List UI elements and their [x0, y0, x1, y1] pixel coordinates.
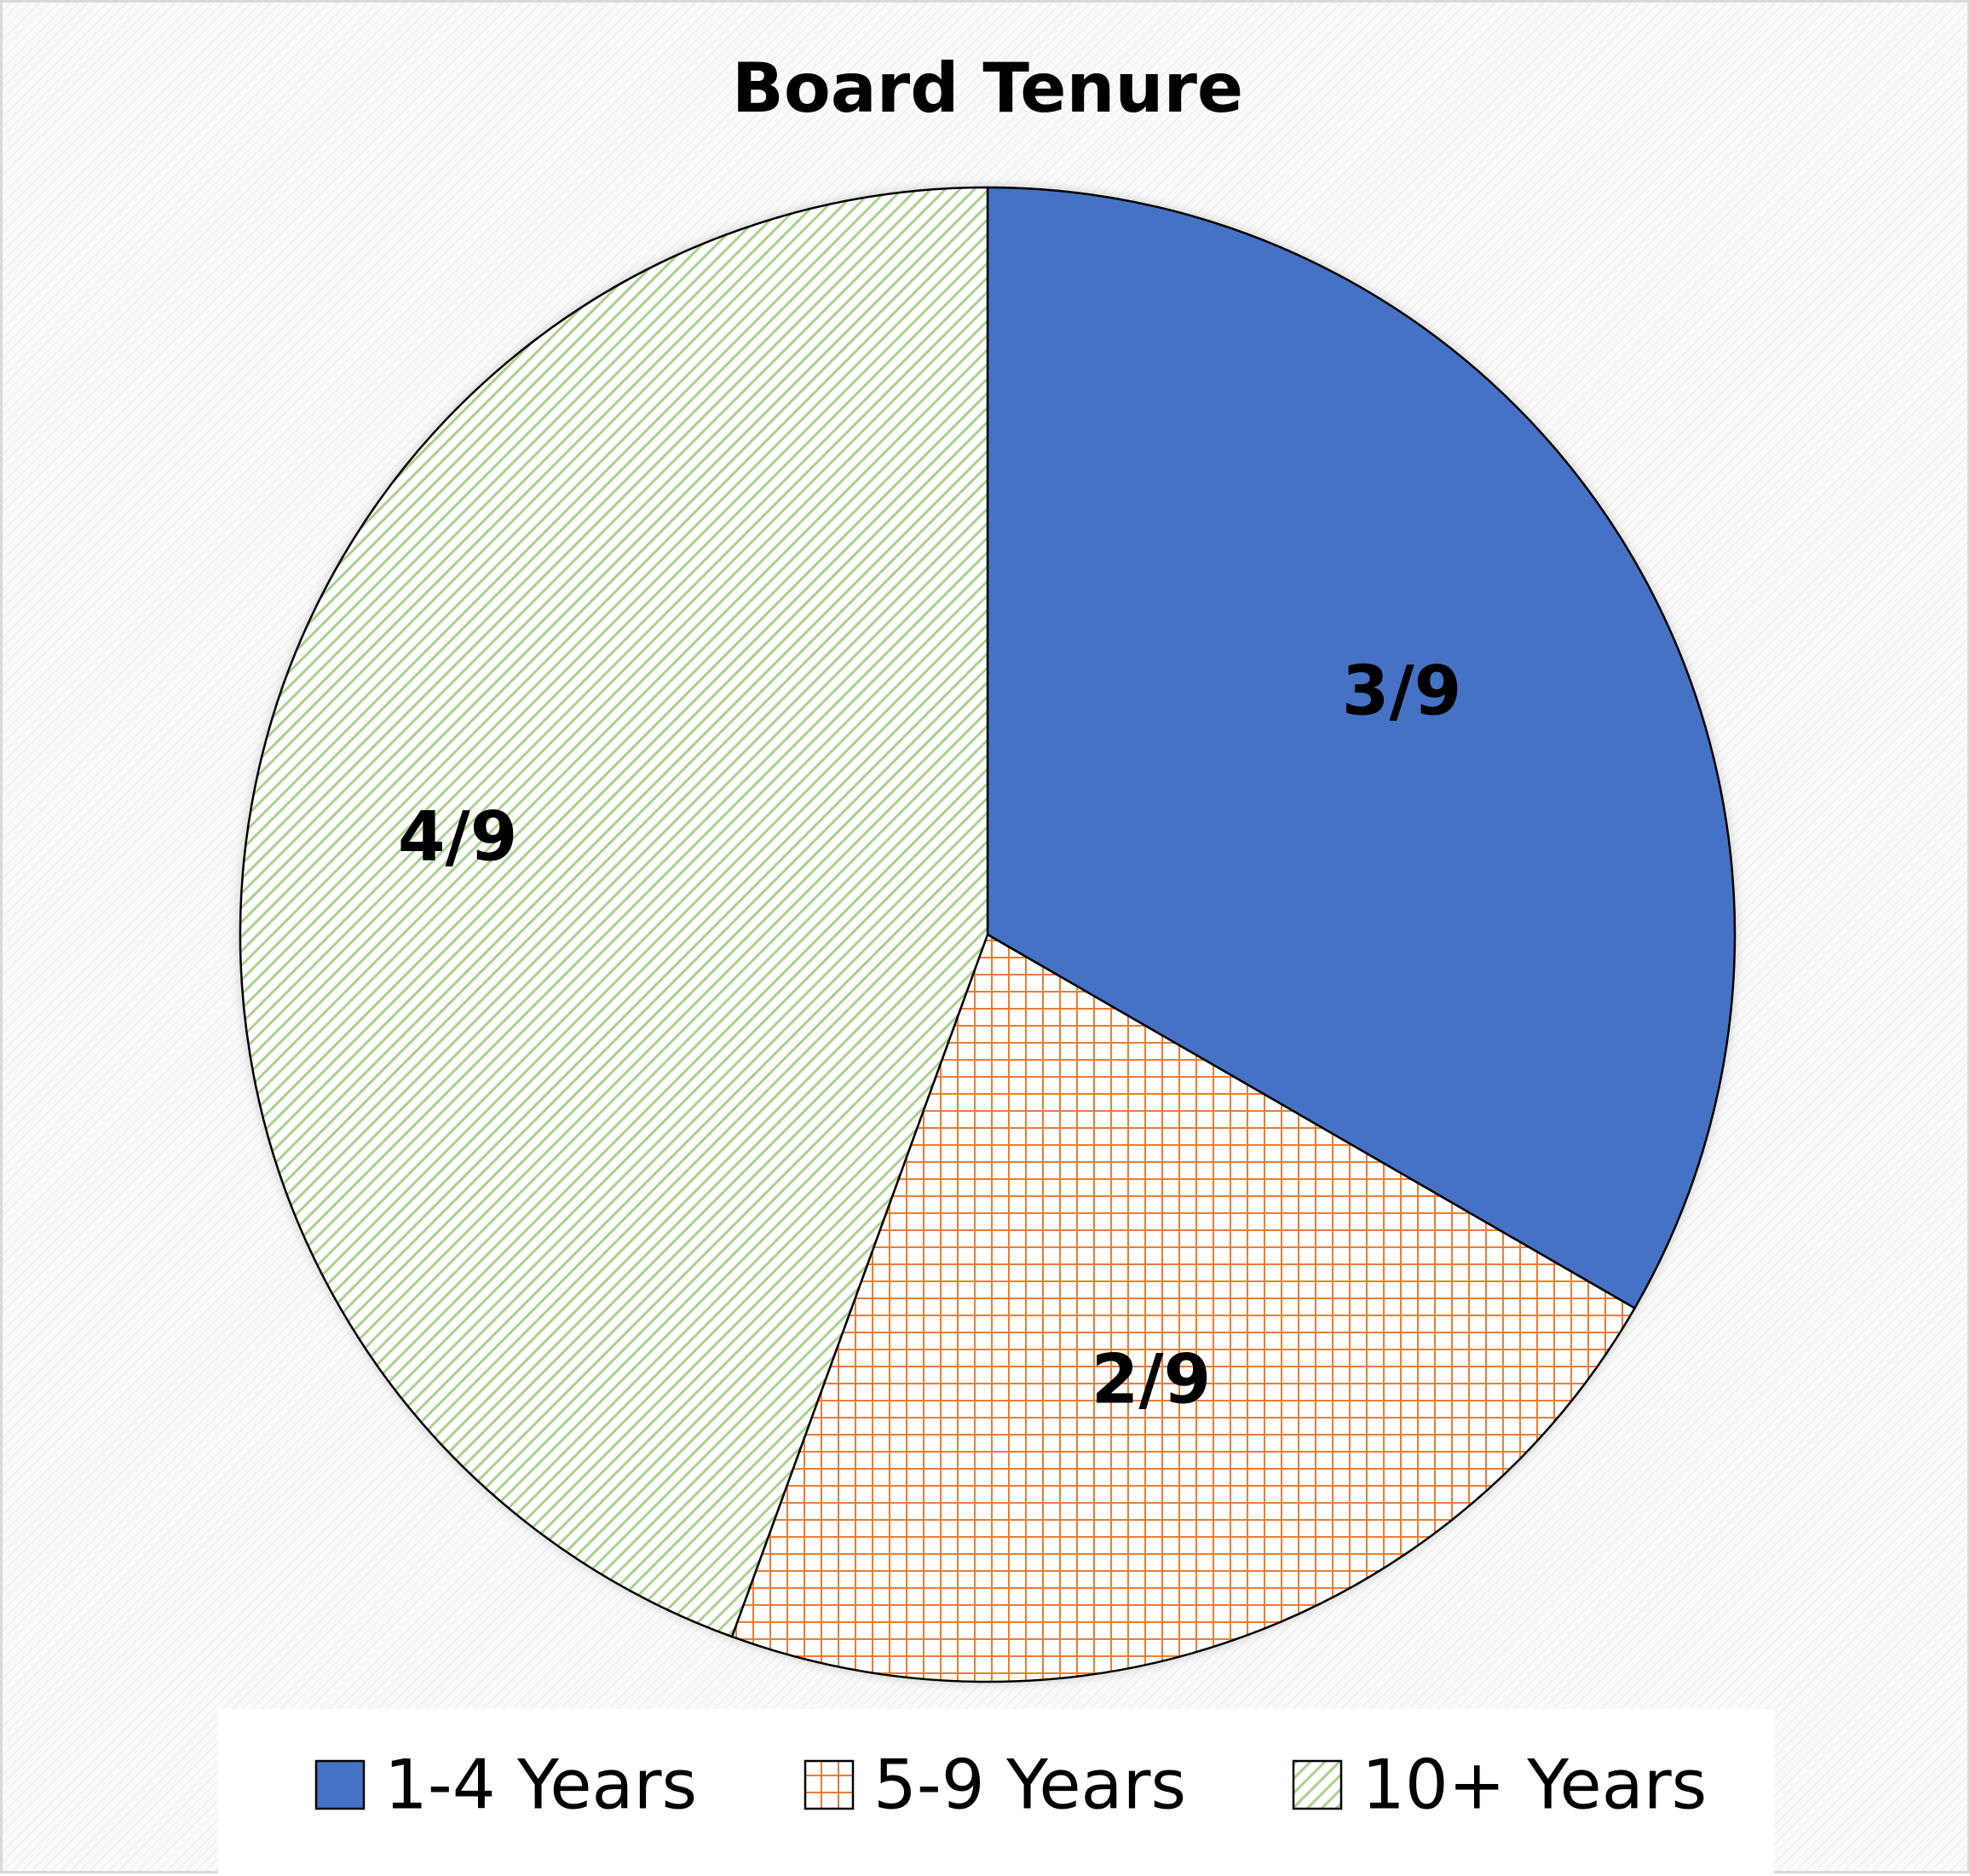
- legend-swatch-5-9-years: [804, 1759, 855, 1810]
- legend: 1-4 Years 5-9 Years 10+ Years: [314, 1746, 1707, 1825]
- data-label-0: 3/9: [1342, 651, 1462, 730]
- data-label-2: 4/9: [398, 797, 518, 876]
- pie-slice-1-4-years: [986, 186, 1737, 1310]
- legend-label-10-years: 10+ Years: [1362, 1746, 1707, 1825]
- legend-label-1-4-years: 1-4 Years: [384, 1746, 697, 1825]
- legend-box: [218, 1709, 1774, 1876]
- pie-data-labels: 3/9 2/9 4/9: [398, 651, 1461, 1419]
- legend-swatch-1-4-years: [314, 1759, 366, 1810]
- pie-chart: Board Tenure 3/9 2/9 4/9 1-4 Years 5-9 Year…: [218, 49, 1774, 1876]
- pie-slices: [239, 186, 1737, 1683]
- data-label-1: 2/9: [1092, 1339, 1212, 1419]
- pie-slice-5-9-years: [730, 933, 1637, 1683]
- chart-title: Board Tenure: [732, 49, 1243, 128]
- legend-label-5-9-years: 5-9 Years: [873, 1746, 1186, 1825]
- pie-slice-10-years: [239, 186, 989, 1638]
- legend-swatch-10-years: [1292, 1759, 1343, 1810]
